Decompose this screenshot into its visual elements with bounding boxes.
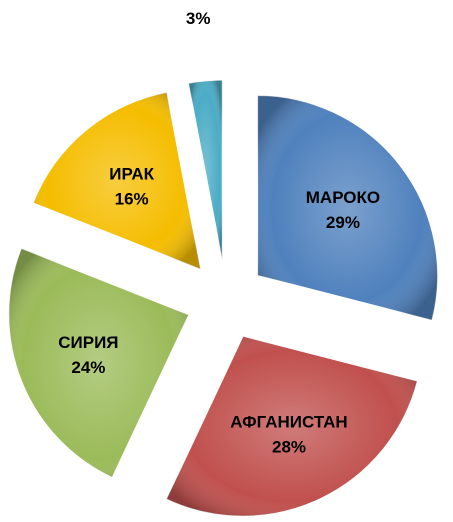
slice-label: МАРОКО (306, 188, 380, 207)
slice-value: 24% (71, 358, 105, 377)
slice-label: ЕГИПЕТ (165, 0, 233, 3)
slice-value: 29% (326, 213, 360, 232)
slice-value: 3% (186, 9, 211, 28)
slice-label: ИРАК (109, 164, 154, 183)
pie-slice (257, 94, 439, 321)
slice-value: 16% (115, 189, 149, 208)
slice-value: 28% (272, 437, 306, 456)
slice-label: АФГАНИСТАН (230, 412, 347, 431)
slice-label: СИРИЯ (58, 333, 118, 352)
